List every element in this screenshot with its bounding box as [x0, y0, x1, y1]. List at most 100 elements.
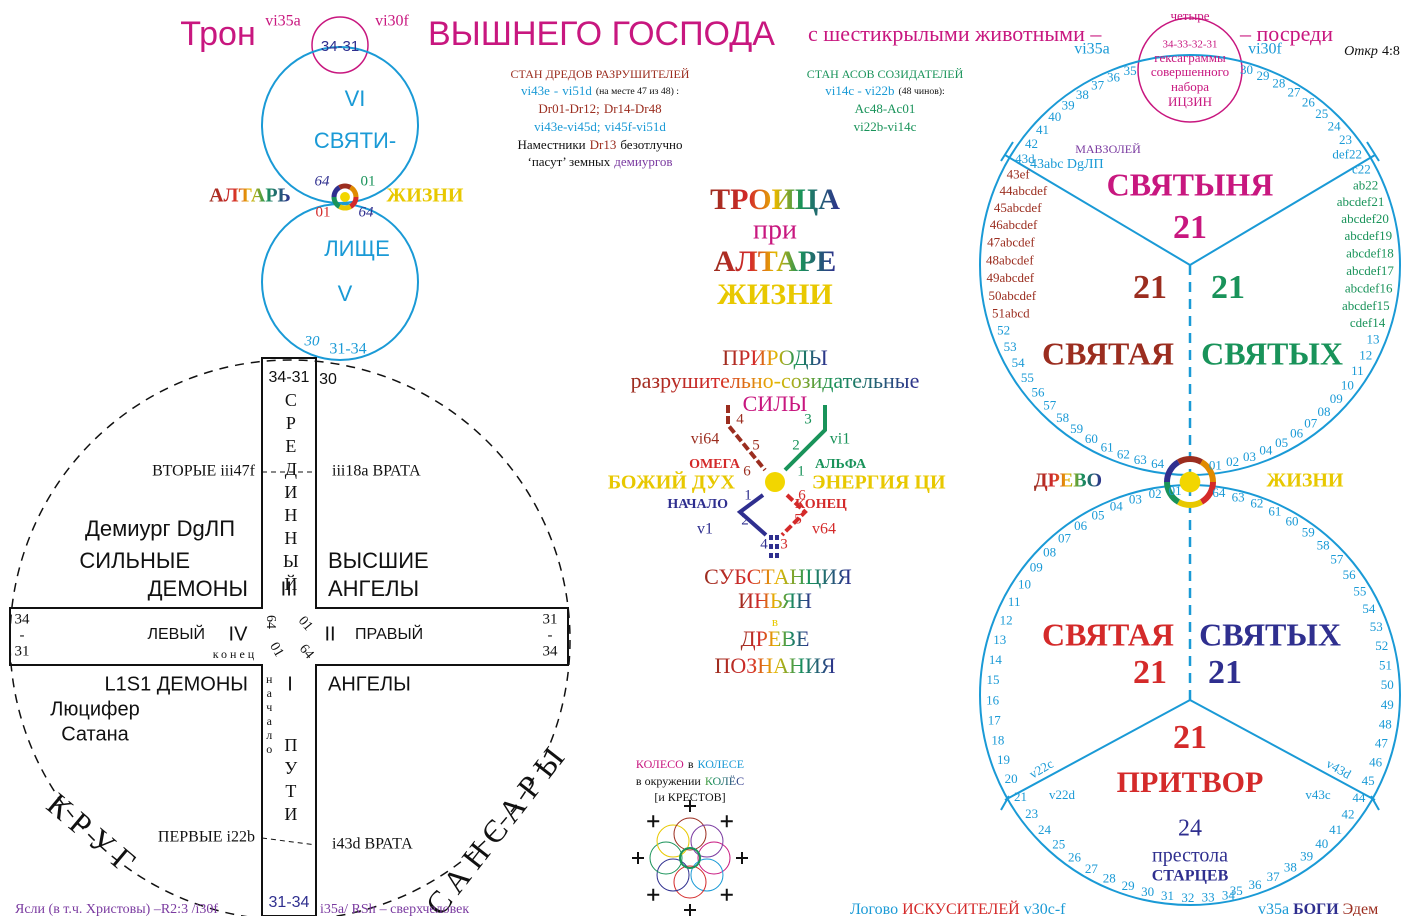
- label: 21: [1173, 719, 1207, 756]
- label: vi22b-vi14c: [854, 119, 917, 134]
- ring-label: 31: [1161, 888, 1174, 903]
- label-part: (48 чинов):: [899, 86, 945, 97]
- ring-label: 18: [991, 733, 1004, 748]
- label: 30: [304, 333, 321, 349]
- label: ДРЕВО: [1034, 470, 1102, 492]
- label-part: -: [554, 83, 558, 98]
- label: vi30f: [1248, 41, 1282, 58]
- label: в окруженииКОЛЁС: [636, 774, 744, 788]
- ring-label: 16: [986, 692, 1000, 707]
- ring-label: 60: [1085, 431, 1098, 446]
- title: ВЫШНЕГО ГОСПОДА: [428, 15, 775, 53]
- label: 5: [752, 437, 760, 453]
- label: 30: [319, 371, 337, 388]
- label: СВЯТАЯ: [1042, 616, 1174, 652]
- label: ТРОИЦА: [710, 183, 840, 216]
- label: 01: [295, 614, 315, 634]
- ring-label: 39: [1062, 97, 1075, 112]
- label: МАВЗОЛЕЙ: [1075, 142, 1141, 156]
- label: 34: [15, 611, 31, 627]
- label: ПРАВЫЙ: [355, 624, 423, 643]
- ring-label: 02: [1149, 486, 1162, 501]
- label: 34-31: [269, 369, 310, 386]
- ring-label: 61: [1101, 439, 1114, 454]
- label: vi35a: [1074, 41, 1110, 58]
- label: СТАН АСОВ СОЗИДАТЕЛЕЙ: [807, 67, 964, 81]
- label: разрушительно-созидательные: [631, 368, 920, 393]
- label: 2: [792, 437, 800, 453]
- ring-label: abcdef17: [1346, 263, 1394, 278]
- label-part: Логово: [850, 901, 898, 916]
- ring-label: 25: [1315, 106, 1328, 121]
- label: с шестикрылыми животными –: [808, 21, 1102, 46]
- label-part: КОЛЕСО: [636, 757, 684, 771]
- ring-label: 40: [1315, 836, 1328, 851]
- label: 64: [359, 204, 375, 220]
- label: vi43e-vi45d;vi45f-vi51d: [534, 119, 666, 134]
- ring-segment: [1179, 459, 1202, 462]
- label: ЛоговоИСКУСИТЕЛЕЙv30c-f: [850, 899, 1066, 916]
- ring-label: 64: [1212, 485, 1226, 500]
- ring-label: 36: [1107, 70, 1121, 85]
- flower-cross: [632, 852, 644, 864]
- label: совершенного: [1151, 64, 1229, 79]
- title: Трон: [180, 15, 255, 53]
- label: 34: [543, 643, 559, 659]
- ring-label: 03: [1129, 491, 1142, 506]
- label: АЛТАРЕ: [714, 245, 837, 278]
- label: АНГЕЛЫ: [328, 576, 419, 601]
- label: Dr01-Dr12;Dr14-Dr48: [538, 101, 661, 116]
- label-part: vi43e-vi45d;: [534, 119, 600, 134]
- label-part: – сверхчеловек: [379, 902, 470, 916]
- label: 21: [1208, 654, 1242, 691]
- label: v43d: [1324, 756, 1354, 782]
- label: -: [548, 627, 553, 643]
- label: 21: [1211, 269, 1245, 306]
- ring-label: 11: [1351, 363, 1364, 378]
- page: { "header": {"throne": "Трон", "vi35a": …: [0, 0, 1415, 916]
- flower-cross: [647, 889, 659, 901]
- ring-label: 63: [1134, 452, 1147, 467]
- ring-label: abcdef20: [1341, 211, 1389, 226]
- label: Сатана: [61, 723, 129, 745]
- ring-label: 45: [1362, 773, 1375, 788]
- label: 31: [543, 611, 558, 627]
- ring-label: 10: [1341, 378, 1354, 393]
- label: 4: [736, 411, 744, 427]
- ring-label: 61: [1268, 504, 1281, 519]
- label: ПУТИ: [281, 735, 301, 827]
- ring-label: 05: [1275, 435, 1288, 450]
- label: ПРИТВОР: [1117, 766, 1264, 799]
- label: II: [324, 623, 335, 645]
- ring-label: 27: [1085, 861, 1099, 876]
- ring-label: 35: [1124, 63, 1137, 78]
- ring-label: 12: [1359, 348, 1372, 363]
- label: 24: [1178, 816, 1202, 842]
- label: при: [753, 214, 797, 245]
- ring-label: 58: [1317, 537, 1330, 552]
- ring-label: 43ef: [1007, 167, 1031, 182]
- label: v35aБОГИЭдем: [1258, 901, 1378, 916]
- ring-label: 04: [1110, 498, 1124, 513]
- ring-label: 19: [997, 752, 1010, 767]
- ring-label: 37: [1091, 78, 1105, 93]
- ring-label: 41: [1036, 122, 1049, 137]
- ring-label: c22: [1352, 162, 1371, 177]
- label: набора: [1171, 79, 1209, 94]
- label: 01: [361, 173, 376, 189]
- label-part: Dr13: [590, 137, 617, 152]
- ring-label: 54: [1362, 601, 1376, 616]
- ring-label: 52: [997, 322, 1010, 337]
- label: 31-34: [329, 341, 366, 358]
- ring-label: 41: [1329, 822, 1342, 837]
- label: Демиург DgЛП: [85, 516, 235, 541]
- label-part: ‘пасут’ земных: [528, 154, 611, 169]
- ring-segment: [1179, 502, 1202, 505]
- label: i43d ВРАТА: [332, 836, 413, 853]
- ring-label: 37: [1267, 869, 1281, 884]
- ring-label: 52: [1375, 638, 1388, 653]
- ring-label: 51: [1379, 657, 1392, 672]
- ring-label: 13: [1366, 332, 1379, 347]
- label-part: ИСКУСИТЕЛЕЙ: [902, 899, 1020, 916]
- ring-label: 57: [1043, 398, 1057, 413]
